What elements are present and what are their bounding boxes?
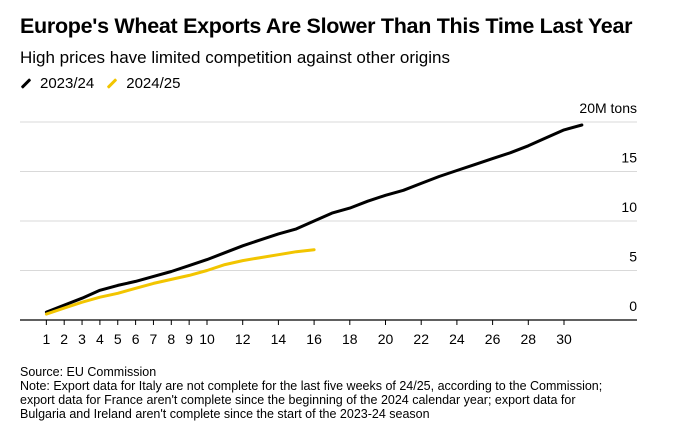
footnote-line-3: Bulgaria and Ireland aren't complete sin… xyxy=(20,407,430,421)
x-tick-label-12: 12 xyxy=(235,331,251,347)
x-tick-label-3: 3 xyxy=(78,331,86,347)
x-tick-label-9: 9 xyxy=(185,331,193,347)
series-line-2024-25 xyxy=(44,248,316,316)
y-axis-tick-labels: 0 5 10 15 20M tons xyxy=(579,100,637,314)
x-tick-label-18: 18 xyxy=(342,331,358,347)
y-tick-label-15: 15 xyxy=(621,150,637,166)
y-tick-label-5: 5 xyxy=(629,249,637,265)
x-tick-label-4: 4 xyxy=(96,331,104,347)
legend-item-2024-25: 2024/25 xyxy=(106,75,180,92)
x-tick-label-7: 7 xyxy=(150,331,158,347)
chart-footer: Source: EU Commission Note: Export data … xyxy=(20,365,670,421)
x-tick-label-28: 28 xyxy=(521,331,537,347)
x-tick-label-20: 20 xyxy=(378,331,394,347)
chart-subtitle: High prices have limited competition aga… xyxy=(20,48,450,67)
footnote-line-2: export data for France aren't complete s… xyxy=(20,393,576,407)
x-tick-label-1: 1 xyxy=(42,331,50,347)
x-tick-label-5: 5 xyxy=(114,331,122,347)
y-tick-label-10: 10 xyxy=(621,199,637,215)
footnote-line-1: Note: Export data for Italy are not comp… xyxy=(20,379,603,393)
x-tick-label-6: 6 xyxy=(132,331,140,347)
legend-item-2023-24: 2023/24 xyxy=(20,75,94,92)
gridlines xyxy=(20,121,637,271)
x-tick-label-30: 30 xyxy=(556,331,572,347)
chart-title: Europe's Wheat Exports Are Slower Than T… xyxy=(20,14,633,38)
x-tick-label-24: 24 xyxy=(449,331,465,347)
x-tick-label-16: 16 xyxy=(306,331,322,347)
x-tick-label-26: 26 xyxy=(485,331,501,347)
x-tick-label-22: 22 xyxy=(413,331,429,347)
legend-label-2023-24: 2023/24 xyxy=(40,75,95,92)
legend-label-2024-25: 2024/25 xyxy=(126,75,181,92)
y-tick-label-20: 20M tons xyxy=(579,100,637,116)
x-tick-label-8: 8 xyxy=(167,331,175,347)
x-tick-label-10: 10 xyxy=(199,331,215,347)
series-lines xyxy=(44,123,584,316)
x-tick-label-14: 14 xyxy=(271,331,287,347)
y-tick-label-0: 0 xyxy=(629,298,637,314)
x-axis: 1 2 3 4 5 6 7 8 9 10 12 14 16 18 20 22 24 26 28 30 xyxy=(20,319,637,347)
series-line-2023-24 xyxy=(44,123,584,314)
x-tick-label-2: 2 xyxy=(60,331,68,347)
source-note: Source: EU Commission xyxy=(20,365,157,379)
chart-legend: 2023/24 2024/25 xyxy=(20,75,192,92)
